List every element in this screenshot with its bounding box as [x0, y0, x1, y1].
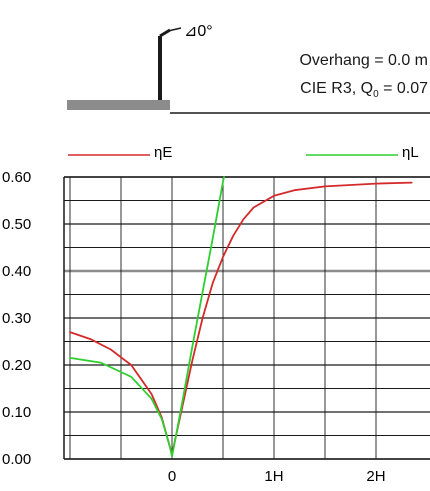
legend-eta-e-label: ηE: [154, 144, 172, 161]
chart-series: [69, 176, 413, 458]
x-tick-label: 0: [168, 468, 176, 485]
series-line-eta-l: [69, 176, 225, 458]
y-tick-label: 0.50: [2, 216, 31, 233]
x-axis-ticks: 0 1H 2H: [168, 468, 386, 485]
legend-eta-l-label: ηL: [402, 144, 419, 161]
y-tick-label: 0.20: [2, 357, 31, 374]
chart-grid: [63, 176, 430, 460]
legend: ηE ηL: [68, 144, 419, 161]
y-axis-ticks: 0.60 0.50 0.40 0.30 0.20 0.10 0.00: [2, 169, 31, 468]
ground-surface: [67, 100, 170, 110]
overhang-label: Overhang = 0.0 m: [299, 52, 428, 69]
surface-label-sub: 0: [373, 89, 379, 101]
y-tick-label: 0.00: [2, 451, 31, 468]
y-tick-label: 0.60: [2, 169, 31, 186]
luminaire-head: [167, 27, 182, 32]
series-line-eta-e: [69, 181, 413, 456]
luminaire-diagram: ⊿0°: [67, 23, 430, 114]
surface-label-prefix: CIE R3, Q: [300, 80, 374, 97]
y-tick-label: 0.40: [2, 263, 31, 280]
tilt-angle-label: ⊿0°: [184, 23, 213, 40]
surface-label: CIE R3, Q0 = 0.07: [300, 80, 428, 100]
y-tick-label: 0.30: [2, 310, 31, 327]
y-tick-label: 0.10: [2, 404, 31, 421]
x-tick-label: 2H: [366, 468, 385, 485]
x-tick-label: 1H: [264, 468, 283, 485]
surface-label-suffix: = 0.07: [378, 80, 428, 97]
